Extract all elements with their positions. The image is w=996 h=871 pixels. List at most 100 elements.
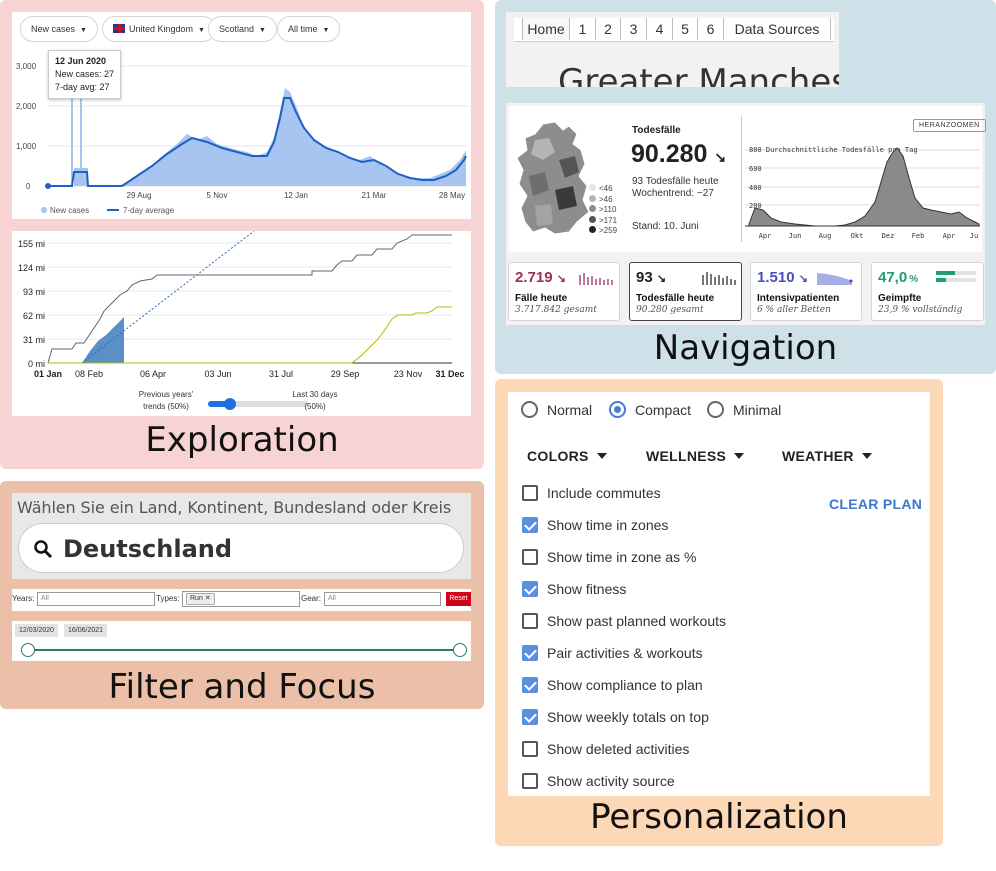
stat-number: 47,0 bbox=[878, 269, 908, 286]
checkbox-compliance-to-plan[interactable] bbox=[522, 677, 538, 693]
daily-deaths-chart[interactable]: 800 Durchschnittliche Todesfälle pro Tag… bbox=[745, 142, 980, 246]
distance-chart-card: 155 mi 124 mi 93 mi 62 mi 31 mi 0 mi 01 … bbox=[12, 231, 471, 416]
tab-4[interactable]: 4 bbox=[647, 18, 673, 40]
checkbox-include-commutes[interactable] bbox=[522, 485, 538, 501]
radio-normal[interactable] bbox=[521, 401, 538, 418]
germany-district-map[interactable] bbox=[515, 120, 595, 238]
metric-dropdown[interactable]: New cases ▼ bbox=[20, 16, 98, 42]
page-heading-partial: Greater Mancheste bbox=[558, 62, 839, 87]
x-tick: 31 Dec bbox=[435, 369, 464, 379]
y-tick: 400 bbox=[749, 184, 762, 192]
x-tick: Okt bbox=[851, 232, 864, 240]
reset-button[interactable]: Reset bbox=[446, 592, 471, 606]
navigation-title: Navigation bbox=[653, 328, 838, 368]
date-range-slider-card: 12/03/2020 16/06/2021 bbox=[12, 621, 471, 661]
caret-down-icon bbox=[596, 453, 607, 459]
sparkline-bars-icon bbox=[579, 273, 613, 285]
region-search-input[interactable]: Deutschland bbox=[18, 523, 464, 573]
checkbox-weekly-totals[interactable] bbox=[522, 709, 538, 725]
y-tick: 124 mi bbox=[18, 263, 45, 273]
region-dropdown[interactable]: Scotland ▼ bbox=[208, 16, 277, 42]
weather-menu[interactable]: WEATHER bbox=[782, 448, 872, 464]
checkbox-time-in-zones[interactable] bbox=[522, 517, 538, 533]
x-tick: Ju bbox=[970, 232, 978, 240]
tab-3[interactable]: 3 bbox=[621, 18, 647, 40]
current-year-area bbox=[82, 317, 124, 363]
zoom-button[interactable]: HERANZOOMEN bbox=[913, 119, 986, 132]
stat-number: 93 bbox=[636, 269, 653, 286]
types-label: Types: bbox=[156, 594, 180, 603]
sparkline-bars-icon bbox=[702, 272, 736, 285]
trend-down-icon: ↘ bbox=[556, 273, 566, 285]
checkbox-show-fitness[interactable] bbox=[522, 581, 538, 597]
full-vaccination-progress bbox=[936, 278, 976, 282]
x-tick: 31 Jul bbox=[269, 369, 293, 379]
type-chip[interactable]: Run ✕ bbox=[186, 593, 215, 605]
tab-2[interactable]: 2 bbox=[596, 18, 621, 40]
tab-1[interactable]: 1 bbox=[570, 18, 596, 40]
radio-minimal[interactable] bbox=[707, 401, 724, 418]
colors-menu[interactable]: COLORS bbox=[527, 448, 607, 464]
checkbox-activity-source[interactable] bbox=[522, 773, 538, 789]
trend-slider-track[interactable] bbox=[208, 398, 308, 410]
radio-minimal-label: Minimal bbox=[733, 402, 782, 418]
legend-item: >110 bbox=[589, 205, 617, 216]
covid-cases-chart[interactable]: 3,000 2,000 1,000 0 29 Aug 5 Nov 12 Jan … bbox=[12, 52, 471, 219]
gear-input[interactable]: All bbox=[324, 592, 441, 606]
time-range-dropdown[interactable]: All time ▼ bbox=[277, 16, 341, 42]
deaths-total: 90.280 ↘ bbox=[631, 140, 726, 169]
y-tick: 155 mi bbox=[18, 239, 45, 249]
tab-data-sources[interactable]: Data Sources bbox=[724, 18, 831, 40]
cumulative-distance-chart[interactable]: 155 mi 124 mi 93 mi 62 mi 31 mi 0 mi 01 … bbox=[12, 231, 471, 383]
date-range-start-handle[interactable] bbox=[21, 643, 35, 657]
tooltip-average: 7-day avg: 27 bbox=[55, 82, 110, 92]
stat-card-vaccinated[interactable]: 47,0% Geimpfte 23,9 % vollständig bbox=[871, 262, 984, 321]
vaccination-progress bbox=[936, 271, 976, 275]
dropdown-label: United Kingdom bbox=[129, 24, 194, 34]
legend-item: >171 bbox=[589, 215, 617, 227]
slider-left-label-line: Previous years' bbox=[138, 390, 194, 399]
tab-bar: Home 1 2 3 4 5 6 Data Sources bbox=[514, 18, 834, 42]
wellness-menu[interactable]: WELLNESS bbox=[646, 448, 745, 464]
search-prompt: Wählen Sie ein Land, Kontinent, Bundesla… bbox=[17, 498, 452, 517]
checkbox-pair-activities[interactable] bbox=[522, 645, 538, 661]
radio-compact[interactable] bbox=[609, 401, 626, 418]
gear-label: Gear: bbox=[301, 594, 322, 603]
y-tick: 31 mi bbox=[23, 335, 45, 345]
radio-compact-label: Compact bbox=[635, 402, 692, 418]
option-label: Show time in zone as % bbox=[547, 549, 697, 565]
legend-new-cases: New cases bbox=[50, 206, 89, 215]
sparkline-area-icon bbox=[817, 273, 853, 285]
checkbox-past-planned-workouts[interactable] bbox=[522, 613, 538, 629]
y-tick: 93 mi bbox=[23, 287, 45, 297]
dropdown-label: Scotland bbox=[219, 24, 255, 34]
x-tick: 5 Nov bbox=[207, 191, 228, 200]
country-dropdown[interactable]: United Kingdom ▼ bbox=[102, 16, 216, 42]
trend-slider-handle[interactable] bbox=[224, 398, 236, 410]
new-cases-area bbox=[48, 88, 466, 186]
last-year-line bbox=[48, 306, 452, 364]
clear-plan-button[interactable]: CLEAR PLAN bbox=[829, 496, 923, 512]
date-range-end-handle[interactable] bbox=[453, 643, 467, 657]
y-tick: 62 mi bbox=[23, 311, 45, 321]
checkbox-time-in-zone-percent[interactable] bbox=[522, 549, 538, 565]
x-tick: Dez bbox=[882, 232, 895, 240]
chip-remove-icon[interactable]: ✕ bbox=[204, 595, 211, 602]
tab-6[interactable]: 6 bbox=[698, 18, 724, 40]
map-legend: <46 >46 >110 >171 >259 bbox=[589, 184, 617, 237]
option-label: Show deleted activities bbox=[547, 741, 690, 757]
x-tick: 21 Mar bbox=[362, 191, 387, 200]
stat-card-cases[interactable]: 2.719 ↘ Fälle heute 3.717.842 gesamt bbox=[508, 262, 620, 321]
checkbox-deleted-activities[interactable] bbox=[522, 741, 538, 757]
types-input[interactable]: Run ✕ bbox=[182, 591, 300, 607]
stat-card-deaths[interactable]: 93 ↘ Todesfälle heute 90.280 gesamt bbox=[629, 262, 742, 321]
stat-card-icu[interactable]: 1.510 ↘ Intensivpatienten 6 % aller Bett… bbox=[750, 262, 862, 321]
years-input[interactable]: All bbox=[37, 592, 155, 606]
tab-home[interactable]: Home bbox=[522, 18, 570, 40]
data-stand: Stand: 10. Juni bbox=[632, 221, 699, 232]
date-range-track[interactable] bbox=[28, 649, 460, 651]
y-tick: 200 bbox=[749, 202, 762, 210]
x-tick: 08 Feb bbox=[75, 369, 103, 379]
tab-5[interactable]: 5 bbox=[673, 18, 698, 40]
x-tick: 29 Sep bbox=[331, 369, 360, 379]
